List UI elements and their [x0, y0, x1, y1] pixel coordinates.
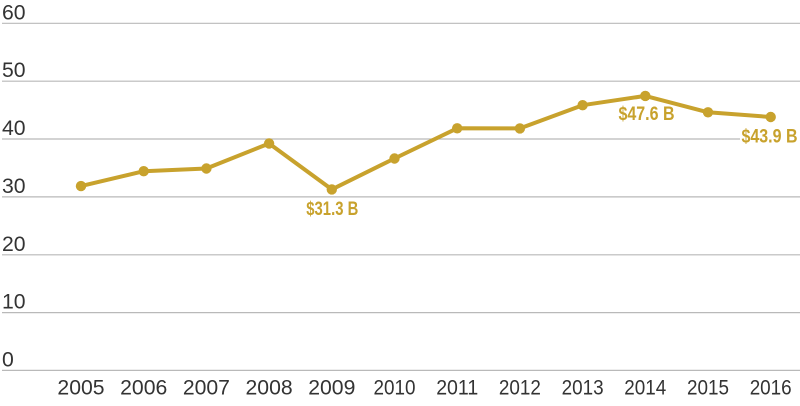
svg-text:2005: 2005 [57, 377, 104, 400]
svg-text:2016: 2016 [750, 377, 792, 400]
svg-text:2010: 2010 [374, 377, 416, 400]
svg-text:2007: 2007 [183, 377, 230, 400]
svg-text:10: 10 [2, 291, 26, 314]
svg-text:2011: 2011 [436, 377, 478, 400]
svg-text:20: 20 [2, 233, 26, 256]
svg-text:$47.6 B: $47.6 B [619, 104, 675, 125]
svg-text:50: 50 [2, 59, 26, 82]
svg-text:0: 0 [2, 348, 14, 371]
svg-text:2015: 2015 [687, 377, 729, 400]
svg-text:2008: 2008 [246, 377, 293, 400]
svg-text:$43.9 B: $43.9 B [742, 126, 798, 147]
svg-text:40: 40 [2, 117, 26, 140]
svg-text:2012: 2012 [499, 377, 541, 400]
svg-text:$31.3 B: $31.3 B [306, 199, 358, 220]
svg-text:2009: 2009 [308, 377, 355, 400]
svg-text:60: 60 [2, 1, 26, 24]
svg-text:2006: 2006 [120, 377, 167, 400]
svg-text:2014: 2014 [624, 377, 666, 400]
svg-text:2013: 2013 [562, 377, 604, 400]
svg-text:30: 30 [2, 175, 26, 198]
